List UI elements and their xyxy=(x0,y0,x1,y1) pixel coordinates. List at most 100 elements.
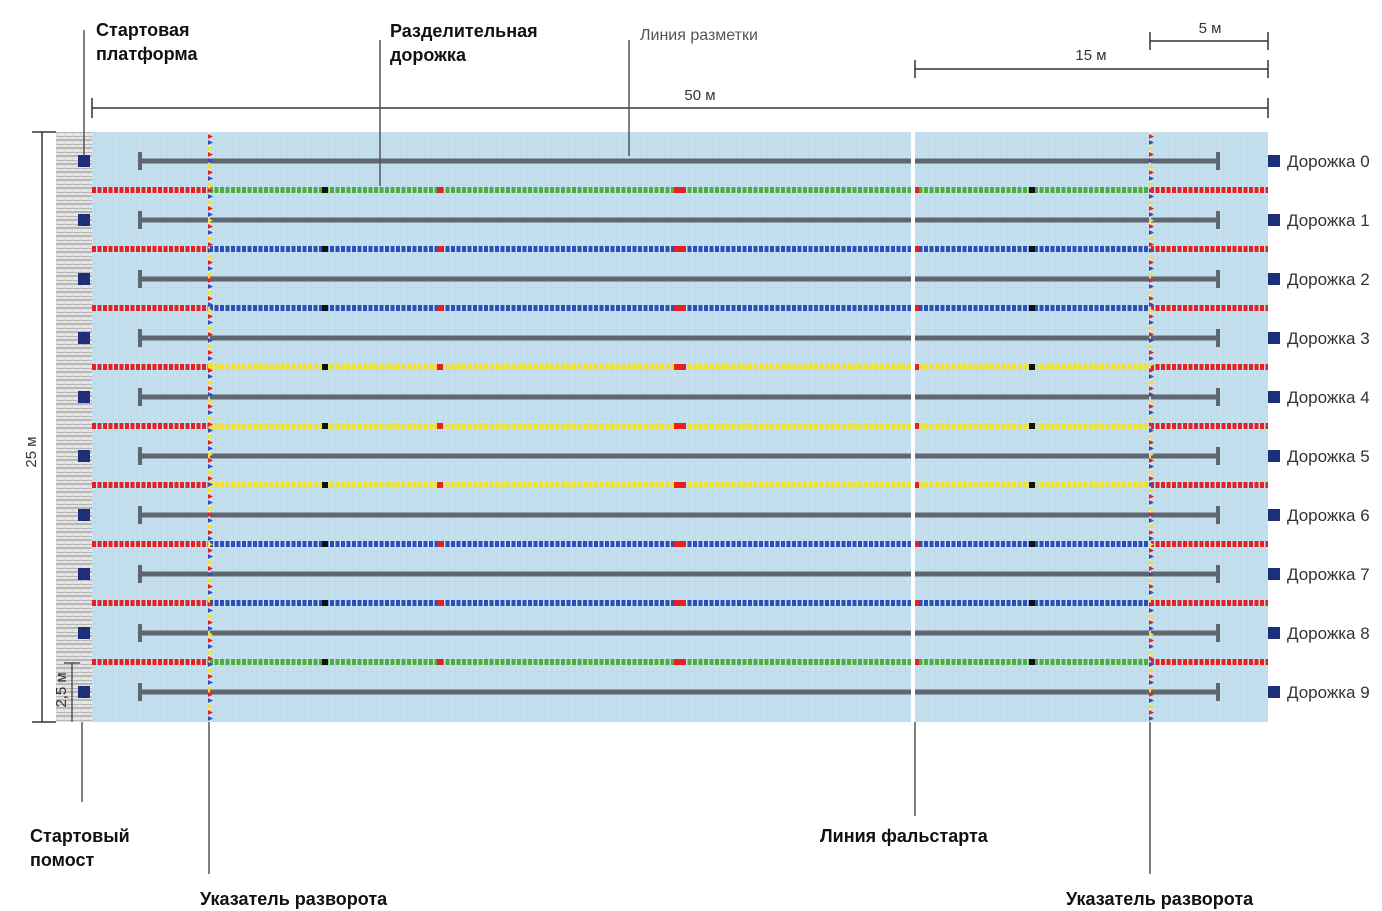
start-platform xyxy=(78,273,90,285)
rope-float xyxy=(437,305,443,311)
lane-marking-line xyxy=(138,329,1220,347)
lane-label-marker xyxy=(1268,332,1280,344)
rope-float xyxy=(680,541,686,547)
lane-label-marker xyxy=(1268,450,1280,462)
lane-label-marker xyxy=(1268,627,1280,639)
lane-marking-line xyxy=(138,565,1220,583)
rope-float xyxy=(322,187,328,193)
lane-label: Дорожка 8 xyxy=(1287,624,1370,643)
rope-float xyxy=(1029,541,1035,547)
rope-float xyxy=(680,246,686,252)
rope-float xyxy=(322,600,328,606)
rope-float xyxy=(322,305,328,311)
lane-label: Дорожка 7 xyxy=(1287,565,1370,584)
rope-float xyxy=(680,659,686,665)
lane-label-marker xyxy=(1268,509,1280,521)
rope-float xyxy=(437,187,443,193)
rope-float xyxy=(913,600,919,606)
rope-float xyxy=(1029,187,1035,193)
lane-label-marker xyxy=(1268,568,1280,580)
start-platform xyxy=(78,686,90,698)
rope-float xyxy=(913,364,919,370)
rope-float xyxy=(680,364,686,370)
rope-float xyxy=(437,659,443,665)
lane-label: Дорожка 5 xyxy=(1287,447,1370,466)
start-platform xyxy=(78,627,90,639)
rope-float xyxy=(674,246,680,252)
start-platform xyxy=(78,450,90,462)
lane-marking-line xyxy=(138,270,1220,288)
lane-label: Дорожка 0 xyxy=(1287,152,1370,171)
lane-label-marker xyxy=(1268,273,1280,285)
rope-float xyxy=(680,600,686,606)
rope-float xyxy=(674,187,680,193)
rope-float xyxy=(913,482,919,488)
rope-float xyxy=(1029,659,1035,665)
dim-25m-label: 25 м xyxy=(23,436,40,467)
lane-label-marker xyxy=(1268,155,1280,167)
rope-float xyxy=(1029,246,1035,252)
turn-indicator-left-label: Указатель разворота xyxy=(200,889,388,909)
dim-25m xyxy=(32,131,56,723)
start-platform xyxy=(78,155,90,167)
lane-marking-line xyxy=(138,683,1220,701)
rope-float xyxy=(322,364,328,370)
rope-float xyxy=(437,246,443,252)
rope-float xyxy=(674,482,680,488)
leader-lines xyxy=(81,30,1151,874)
dim-2-5m xyxy=(64,662,80,722)
rope-float xyxy=(1029,423,1035,429)
rope-float xyxy=(913,305,919,311)
lane-label: Дорожка 2 xyxy=(1287,270,1370,289)
rope-float xyxy=(674,423,680,429)
lane-label-marker xyxy=(1268,214,1280,226)
rope-float xyxy=(1029,482,1035,488)
lane-rope xyxy=(92,246,1268,252)
lane-rope xyxy=(92,364,1268,370)
lane-label: Дорожка 3 xyxy=(1287,329,1370,348)
dim-15m xyxy=(914,60,1269,78)
lane-marking-line xyxy=(138,211,1220,229)
rope-float xyxy=(680,187,686,193)
rope-float xyxy=(437,423,443,429)
lane-rope xyxy=(92,305,1268,311)
lane-label: Дорожка 9 xyxy=(1287,683,1370,702)
start-deck-label: Стартовый помост xyxy=(30,826,135,870)
rope-float xyxy=(913,246,919,252)
lane-label: Дорожка 4 xyxy=(1287,388,1370,407)
turn-indicator-flags xyxy=(208,132,213,722)
turn-indicator-right-label: Указатель разворота xyxy=(1066,889,1254,909)
turn-indicators xyxy=(208,132,1154,722)
lane-marking-line xyxy=(138,624,1220,642)
start-deck xyxy=(56,132,92,722)
lane-label: Дорожка 1 xyxy=(1287,211,1370,230)
lane-labels: Дорожка 0 Дорожка 1 Дорожка 2 Дорожка 3 Доро… xyxy=(1268,152,1370,702)
lane-marking-line xyxy=(138,388,1220,406)
dim-5m-label: 5 м xyxy=(1199,20,1222,37)
lane-rope xyxy=(92,659,1268,665)
start-platform xyxy=(78,509,90,521)
start-platform xyxy=(78,214,90,226)
rope-float xyxy=(322,541,328,547)
rope-float xyxy=(680,305,686,311)
dim-50m xyxy=(91,98,1269,118)
rope-float xyxy=(322,246,328,252)
rope-float xyxy=(1029,600,1035,606)
start-platform xyxy=(78,568,90,580)
lane-label-marker xyxy=(1268,686,1280,698)
rope-float xyxy=(674,305,680,311)
rope-float xyxy=(913,187,919,193)
rope-float xyxy=(437,541,443,547)
false-start-line-label: Линия фальстарта xyxy=(820,826,989,846)
lane-label-marker xyxy=(1268,391,1280,403)
rope-float xyxy=(1029,364,1035,370)
lane-rope xyxy=(92,600,1268,606)
lane-rope xyxy=(92,423,1268,429)
lane-ropes xyxy=(92,187,1268,665)
rope-float xyxy=(674,541,680,547)
rope-float xyxy=(322,482,328,488)
lane-rope xyxy=(92,541,1268,547)
dim-15m-label: 15 м xyxy=(1075,47,1106,64)
lane-rope xyxy=(92,187,1268,193)
